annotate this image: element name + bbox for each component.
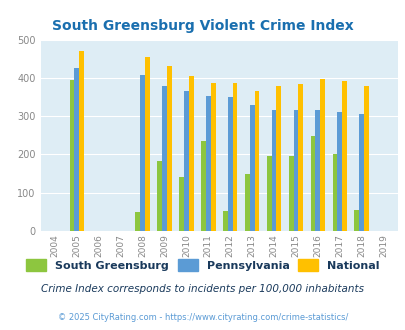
Bar [74, 68, 79, 231]
Bar [320, 79, 324, 231]
Bar [288, 155, 293, 231]
Bar [162, 85, 166, 231]
Bar [293, 111, 298, 231]
Bar [298, 84, 303, 231]
Bar [145, 57, 149, 231]
Bar [140, 75, 145, 231]
Bar [227, 97, 232, 231]
Bar [188, 76, 193, 231]
Text: South Greensburg Violent Crime Index: South Greensburg Violent Crime Index [52, 19, 353, 33]
Bar [205, 96, 210, 231]
Text: Crime Index corresponds to incidents per 100,000 inhabitants: Crime Index corresponds to incidents per… [41, 284, 364, 294]
Bar [310, 136, 315, 231]
Bar [232, 83, 237, 231]
Bar [341, 81, 346, 231]
Text: © 2025 CityRating.com - https://www.cityrating.com/crime-statistics/: © 2025 CityRating.com - https://www.city… [58, 313, 347, 322]
Bar [363, 85, 368, 231]
Bar [135, 212, 140, 231]
Bar [222, 211, 227, 231]
Bar [249, 106, 254, 231]
Bar [166, 66, 171, 231]
Bar [210, 83, 215, 231]
Legend: South Greensburg, Pennsylvania, National: South Greensburg, Pennsylvania, National [22, 255, 383, 275]
Bar [354, 210, 358, 231]
Bar [69, 80, 74, 231]
Bar [358, 114, 363, 231]
Bar [254, 90, 259, 231]
Bar [266, 155, 271, 231]
Bar [244, 174, 249, 231]
Bar [332, 154, 337, 231]
Bar [271, 111, 276, 231]
Bar [79, 51, 84, 231]
Bar [337, 112, 341, 231]
Bar [315, 111, 320, 231]
Bar [179, 178, 183, 231]
Bar [276, 86, 281, 231]
Bar [200, 141, 205, 231]
Bar [183, 91, 188, 231]
Bar [157, 161, 162, 231]
